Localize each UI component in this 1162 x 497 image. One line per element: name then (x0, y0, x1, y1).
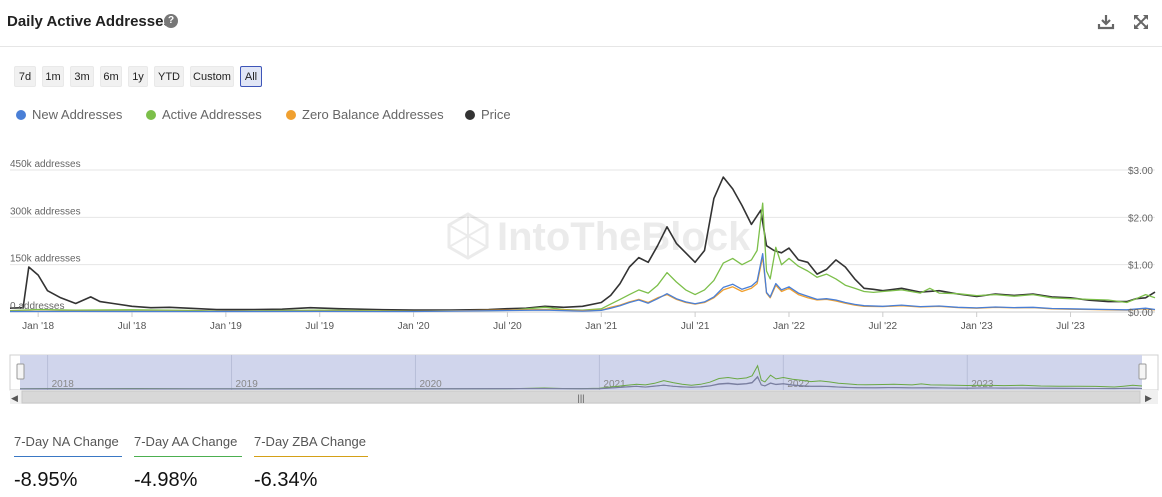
range-button-1m[interactable]: 1m (42, 66, 64, 87)
stat-value: -8.95% (14, 469, 78, 491)
range-button-custom[interactable]: Custom (190, 66, 234, 87)
y-left-tick-label: 450k addresses (10, 159, 81, 170)
scroll-right-arrow-icon[interactable]: ▶ (1145, 393, 1152, 403)
legend-item-price[interactable]: Price (465, 107, 511, 122)
y-right-tick-label: $2.00 (1128, 213, 1153, 224)
x-tick-label: Jan '21 (585, 321, 617, 332)
navigator-right-handle[interactable] (1138, 363, 1147, 380)
stat-aa-change: 7-Day AA Change -4.98% (134, 434, 242, 492)
range-button-1y[interactable]: 1y (128, 66, 148, 87)
range-button-ytd[interactable]: YTD (154, 66, 184, 87)
watermark-logo-icon (447, 212, 489, 260)
legend-dot-icon (146, 110, 156, 120)
legend-dot-icon (465, 110, 475, 120)
scrollbar-thumb[interactable] (21, 390, 1141, 404)
navigator-year-label: 2019 (236, 379, 259, 390)
legend-dot-icon (16, 110, 26, 120)
scrollbar-grip-icon: ||| (577, 393, 584, 403)
range-navigator[interactable]: 2018 2019 2020 2021 2022 2023 ◀ ▶ ||| (0, 352, 1162, 408)
navigator-year-label: 2018 (52, 379, 75, 390)
x-tick-label: Jan '18 (22, 321, 54, 332)
legend-label: Active Addresses (162, 107, 262, 122)
y-left-tick-label: 300k addresses (10, 206, 81, 217)
y-left-tick-label: 0 addresses (10, 301, 64, 312)
navigator-year-label: 2021 (603, 379, 626, 390)
download-icon[interactable] (1096, 12, 1116, 32)
x-tick-label: Jul '19 (305, 321, 334, 332)
legend-item-active-addresses[interactable]: Active Addresses (146, 107, 262, 122)
stat-na-change: 7-Day NA Change -8.95% (14, 434, 122, 492)
navigator-left-handle[interactable] (16, 363, 25, 380)
range-button-6m[interactable]: 6m (100, 66, 122, 87)
x-tick-label: Jan '22 (773, 321, 805, 332)
legend-item-new-addresses[interactable]: New Addresses (16, 107, 122, 122)
x-tick-label: Jul '20 (493, 321, 522, 332)
help-icon[interactable]: ? (164, 14, 178, 28)
header: Daily Active Addresses ? (0, 0, 1162, 47)
range-button-3m[interactable]: 3m (70, 66, 94, 87)
x-tick-label: Jan '23 (961, 321, 993, 332)
legend-label: Zero Balance Addresses (302, 107, 444, 122)
stat-label: 7-Day ZBA Change (254, 434, 368, 457)
scroll-left-arrow-icon[interactable]: ◀ (11, 393, 18, 403)
stat-label: 7-Day NA Change (14, 434, 122, 457)
x-tick-label: Jul '18 (118, 321, 147, 332)
stat-value: -6.34% (254, 469, 318, 491)
legend-item-zero-balance-addresses[interactable]: Zero Balance Addresses (286, 107, 444, 122)
stat-zba-change: 7-Day ZBA Change -6.34% (254, 434, 368, 492)
navigator-line-new-addresses (20, 375, 1143, 390)
y-left-tick-label: 150k addresses (10, 254, 81, 265)
navigator-year-label: 2020 (419, 379, 442, 390)
y-right-tick-label: $0.00 (1128, 308, 1153, 319)
series-line-price (9, 176, 1156, 311)
series-line-active-addresses (9, 202, 1156, 312)
navigator-year-label: 2022 (787, 379, 810, 390)
x-tick-label: Jan '19 (210, 321, 242, 332)
series-line-new-addresses (9, 252, 1156, 313)
watermark: IntoTheBlock (447, 212, 751, 260)
range-button-all[interactable]: All (240, 66, 262, 87)
x-tick-label: Jul '21 (681, 321, 710, 332)
line-chart[interactable]: IntoTheBlock 0 addresses 150k addresses 30… (0, 150, 1162, 340)
watermark-text: IntoTheBlock (497, 215, 751, 259)
navigator-year-label: 2023 (971, 379, 994, 390)
stat-value: -4.98% (134, 469, 198, 491)
legend-label: Price (481, 107, 511, 122)
y-right-tick-label: $3.00 (1128, 166, 1153, 177)
stat-label: 7-Day AA Change (134, 434, 242, 457)
y-right-tick-label: $1.00 (1128, 261, 1153, 272)
range-button-7d[interactable]: 7d (14, 66, 36, 87)
x-tick-label: Jan '20 (398, 321, 430, 332)
legend-dot-icon (286, 110, 296, 120)
x-tick-label: Jul '22 (869, 321, 898, 332)
navigator-selection[interactable] (20, 355, 1142, 390)
fullscreen-icon[interactable] (1131, 12, 1151, 32)
page-title: Daily Active Addresses (7, 13, 172, 30)
x-tick-label: Jul '23 (1056, 321, 1085, 332)
legend-label: New Addresses (32, 107, 123, 122)
